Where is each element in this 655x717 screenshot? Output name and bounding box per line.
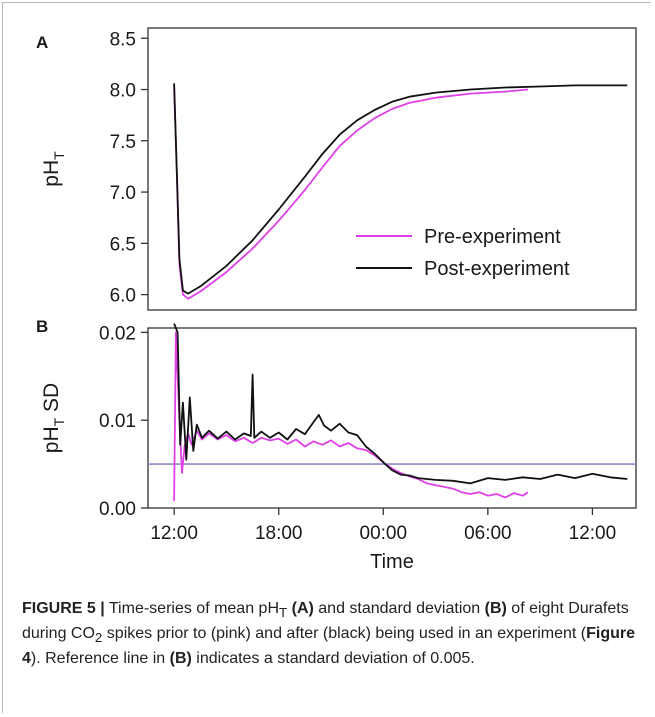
panel-b-xtick-label: 00:00: [360, 523, 408, 544]
panel-a-ytick-label: 6.0: [110, 286, 136, 307]
panel-b-ytick-label: 0.01: [99, 411, 136, 432]
panel-b-series-pre-experiment: [173, 331, 529, 502]
caption-text-1: Time-series of mean pH: [104, 600, 279, 617]
panel-b-ytick-label: 0.00: [99, 499, 136, 520]
panel-b-ylabel: pHT SD: [40, 383, 67, 453]
figure-charts: A 6.0 6.5 7.0 7.5 8.0 8.5 pHT Pre-experiment Post…: [36, 27, 637, 573]
panel-a-series-pre-experiment: [173, 84, 528, 300]
figure-caption: FIGURE 5 | Time-series of mean pHT (A) a…: [22, 598, 642, 669]
caption-text-4: of eight Durafets during CO: [22, 600, 629, 643]
panel-a-plot-frame: [147, 27, 637, 311]
panel-a-ytick-label: 7.5: [110, 132, 136, 153]
panel-a-series-post-experiment: [173, 83, 628, 295]
caption-text-3: and standard deviation: [313, 600, 485, 617]
caption-ref-a: (A): [291, 600, 314, 617]
panel-a-ytick-label: 7.0: [110, 183, 136, 204]
caption-ref-figure4: Figure 4: [22, 625, 636, 668]
panel-a-ytick-label: 6.5: [110, 234, 136, 255]
caption-ref-b-2: (B): [169, 650, 192, 668]
panel-a-ytick-label: 8.5: [110, 29, 136, 50]
panel-b-series-post-experiment: [173, 323, 628, 485]
caption-text-7: indicates a standard deviation of 0.005.: [191, 650, 475, 668]
caption-sub-2: 2: [94, 630, 103, 646]
panel-a-ytick-label: 8.0: [110, 81, 136, 102]
panel-a-legend-entry: Post-experiment: [424, 258, 570, 280]
panel-b-plot-frame: [147, 327, 637, 509]
panel-a-label: A: [36, 33, 48, 52]
panel-b-xtick-label: 12:00: [150, 523, 198, 544]
caption-sub-1: T: [279, 605, 288, 621]
caption-text-5: spikes prior to (pink) and after (black)…: [102, 625, 587, 643]
panel-b-xtick-label: 12:00: [569, 523, 617, 544]
panel-b-label: B: [36, 317, 48, 336]
panel-b-xtick-label: 06:00: [464, 523, 512, 544]
panel-b-xlabel: Time: [370, 551, 414, 573]
caption-ref-b: (B): [484, 600, 507, 617]
panel-b-xtick-label: 18:00: [255, 523, 303, 544]
panel-b-ytick-label: 0.02: [99, 323, 136, 344]
panel-a-ylabel: pHT: [40, 151, 67, 187]
panel-a-legend-entry: Pre-experiment: [424, 226, 561, 248]
caption-label: FIGURE 5 |: [22, 600, 105, 617]
caption-text-6: ). Reference line in: [30, 650, 170, 668]
